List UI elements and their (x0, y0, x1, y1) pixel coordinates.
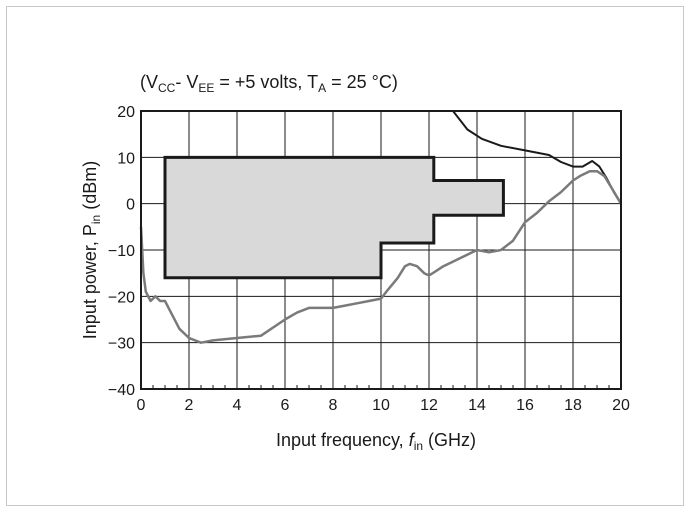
chart-title: (VCC- VEE = +5 volts, TA = 25 °C) (140, 72, 398, 95)
x-tick-label: 16 (516, 397, 534, 414)
x-tick-label: 20 (612, 397, 630, 414)
plot-border (140, 110, 622, 390)
operating-region (163, 155, 505, 280)
x-tick-label: 12 (420, 397, 438, 414)
x-tick-label: 0 (137, 397, 146, 414)
x-tick-label: 6 (281, 397, 290, 414)
y-tick-label: 20 (117, 104, 135, 121)
y-tick-label: −20 (108, 289, 135, 306)
y-tick-label: −40 (108, 382, 135, 399)
y-tick-labels: 20 10 0 −10 −20 −30 −40 (108, 104, 135, 399)
y-tick-label: 0 (126, 197, 135, 214)
x-tick-label: 2 (185, 397, 194, 414)
y-tick-label: −30 (108, 336, 135, 353)
x-tick-labels: 0 2 4 6 8 10 12 14 16 18 20 (137, 397, 630, 414)
x-axis-label: Input frequency, fin (GHz) (276, 430, 476, 453)
data-series (139, 110, 623, 344)
x-tick-label: 4 (233, 397, 242, 414)
operating-region-shape (163, 155, 505, 280)
y-axis-label: Input power, Pin (dBm) (80, 161, 103, 339)
x-tick-label: 8 (329, 397, 338, 414)
y-tick-label: −10 (108, 243, 135, 260)
y-tick-label: 10 (117, 150, 135, 167)
x-tick-label: 10 (372, 397, 390, 414)
x-tick-label: 14 (468, 397, 486, 414)
series-line-2 (139, 169, 623, 344)
x-tick-label: 18 (564, 397, 582, 414)
